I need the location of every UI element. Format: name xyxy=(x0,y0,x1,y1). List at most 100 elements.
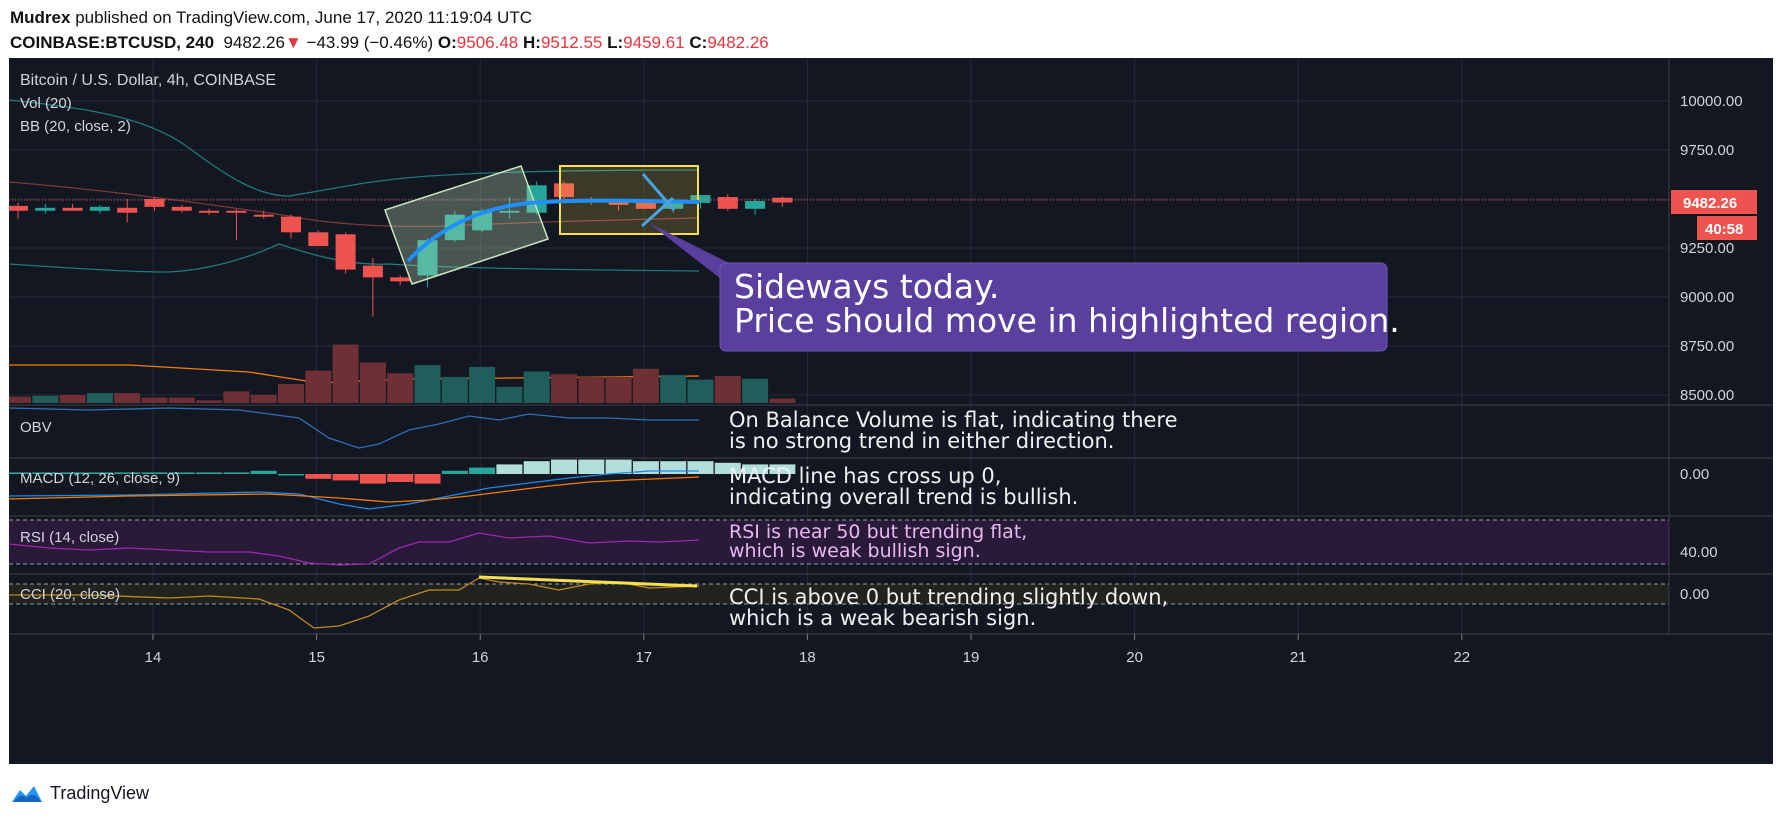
candle-body xyxy=(199,210,220,213)
macd-histogram-bar xyxy=(551,459,577,474)
macd-histogram xyxy=(9,459,796,484)
macd-note-line-1: MACD line has cross up 0, xyxy=(729,464,1001,488)
price-tick-label: 9750.00 xyxy=(1680,142,1734,159)
volume-bar xyxy=(496,386,523,403)
volume-bar xyxy=(59,394,86,403)
volume-bar xyxy=(551,374,577,403)
rsi-axis-tick: 40.00 xyxy=(1680,544,1718,561)
macd-signal-line xyxy=(9,476,700,503)
time-tick-label: 15 xyxy=(308,649,325,666)
volume-bar xyxy=(469,367,496,403)
macd-histogram-bar xyxy=(441,470,468,474)
candle-body xyxy=(690,195,711,203)
candle-body xyxy=(253,214,274,217)
tradingview-logo-icon[interactable] xyxy=(10,782,44,804)
pane-label-cci: CCI (20, close) xyxy=(20,586,120,603)
cross-stroke-1 xyxy=(641,173,676,211)
chart-background xyxy=(9,58,1773,764)
rsi-band xyxy=(9,520,1669,564)
countdown-text: 40:58 xyxy=(1705,221,1743,238)
volume-bar xyxy=(414,365,441,403)
price-tick-label: 9000.00 xyxy=(1680,289,1734,306)
obv-note-line-1: On Balance Volume is flat, indicating th… xyxy=(729,408,1178,432)
candle-body xyxy=(362,265,383,278)
macd-histogram-bar xyxy=(332,474,359,481)
volume-bar xyxy=(605,376,632,403)
volume-bar xyxy=(359,362,386,403)
cross-stroke-2 xyxy=(640,196,675,228)
close-value: 9482.26 xyxy=(707,33,769,52)
time-axis[interactable]: 14 15 16 17 18 19 20 21 22 xyxy=(145,634,1470,666)
macd-histogram-bar xyxy=(141,472,168,474)
price-chart[interactable]: Bitcoin / U.S. Dollar, 4h, COINBASE Vol … xyxy=(9,58,1773,764)
candle-body xyxy=(772,197,793,203)
bb-lower-band xyxy=(9,243,700,273)
macd-histogram-bar xyxy=(223,472,250,474)
time-tick-label: 16 xyxy=(472,649,489,666)
volume-bar xyxy=(660,375,687,403)
candle-body xyxy=(308,232,329,247)
time-tick-label: 20 xyxy=(1126,649,1143,666)
pane-label-macd: MACD (12, 26, close, 9) xyxy=(20,470,180,487)
macd-histogram-bar xyxy=(196,472,223,474)
candle-body xyxy=(144,199,165,207)
rsi-note-line-2: which is weak bullish sign. xyxy=(729,540,981,562)
macd-histogram-bar xyxy=(523,461,550,474)
time-tick-label: 19 xyxy=(963,649,980,666)
last-price-badge-text: 9482.26 xyxy=(1683,195,1737,212)
macd-histogram-bar xyxy=(278,474,304,476)
high-value: 9512.55 xyxy=(540,33,603,52)
callout-box xyxy=(719,262,1388,352)
published-text: published on TradingView.com, June 17, 2… xyxy=(75,8,532,27)
volume-bar xyxy=(114,393,141,403)
volume-bar xyxy=(32,395,59,403)
footer-brand[interactable]: TradingView xyxy=(50,782,150,803)
author-name[interactable]: Mudrex xyxy=(10,8,71,27)
macd-histogram-bar xyxy=(496,464,523,474)
volume-bar xyxy=(278,384,304,403)
close-label: C: xyxy=(689,33,708,52)
price-tick-label: 8500.00 xyxy=(1680,387,1734,404)
candle-body xyxy=(390,277,411,282)
countdown-badge xyxy=(1697,216,1757,240)
candle-body xyxy=(281,216,301,233)
macd-histogram-bar xyxy=(9,472,31,474)
bb-basis xyxy=(9,181,700,228)
candle-body xyxy=(226,210,247,213)
candle-body xyxy=(717,197,738,209)
indicator-label-vol: Vol (20) xyxy=(20,95,72,112)
time-tick-label: 21 xyxy=(1290,649,1307,666)
volume-bar xyxy=(714,376,741,403)
cci-note-line-2: which is a weak bearish sign. xyxy=(729,606,1036,630)
chart-title: Bitcoin / U.S. Dollar, 4h, COINBASE xyxy=(20,72,276,89)
callout-pointer xyxy=(649,223,739,293)
candle-body xyxy=(9,205,28,211)
candle-body xyxy=(335,234,356,270)
time-tick-label: 22 xyxy=(1453,649,1470,666)
macd-histogram-bar xyxy=(32,472,59,474)
callout-line-1: Sideways today. xyxy=(734,267,999,306)
volume-bar xyxy=(168,397,195,403)
volume-bar xyxy=(141,397,168,403)
pane-label-obv: OBV xyxy=(20,419,52,436)
volume-bar xyxy=(523,371,550,403)
cci-note-line-1: CCI is above 0 but trending slightly dow… xyxy=(729,585,1168,609)
candle-body xyxy=(35,207,56,211)
macd-histogram-bar xyxy=(660,461,687,474)
trend-curve xyxy=(406,198,700,263)
macd-histogram-bar xyxy=(59,472,86,474)
volume-bar xyxy=(578,376,605,403)
macd-histogram-bar xyxy=(578,459,605,474)
volume-bar xyxy=(196,400,223,403)
cci-axis-tick: 0.00 xyxy=(1680,586,1709,603)
time-tick-label: 14 xyxy=(145,649,162,666)
candle-body xyxy=(663,202,684,209)
macd-histogram-bar xyxy=(769,464,796,474)
macd-histogram-bar xyxy=(359,474,386,484)
candle-body xyxy=(745,200,766,209)
volume-bar xyxy=(632,368,659,403)
cci-band xyxy=(9,584,1669,604)
volume-bar xyxy=(86,393,113,403)
macd-histogram-bar xyxy=(250,470,277,474)
down-arrow-icon: ▼ xyxy=(284,33,302,52)
